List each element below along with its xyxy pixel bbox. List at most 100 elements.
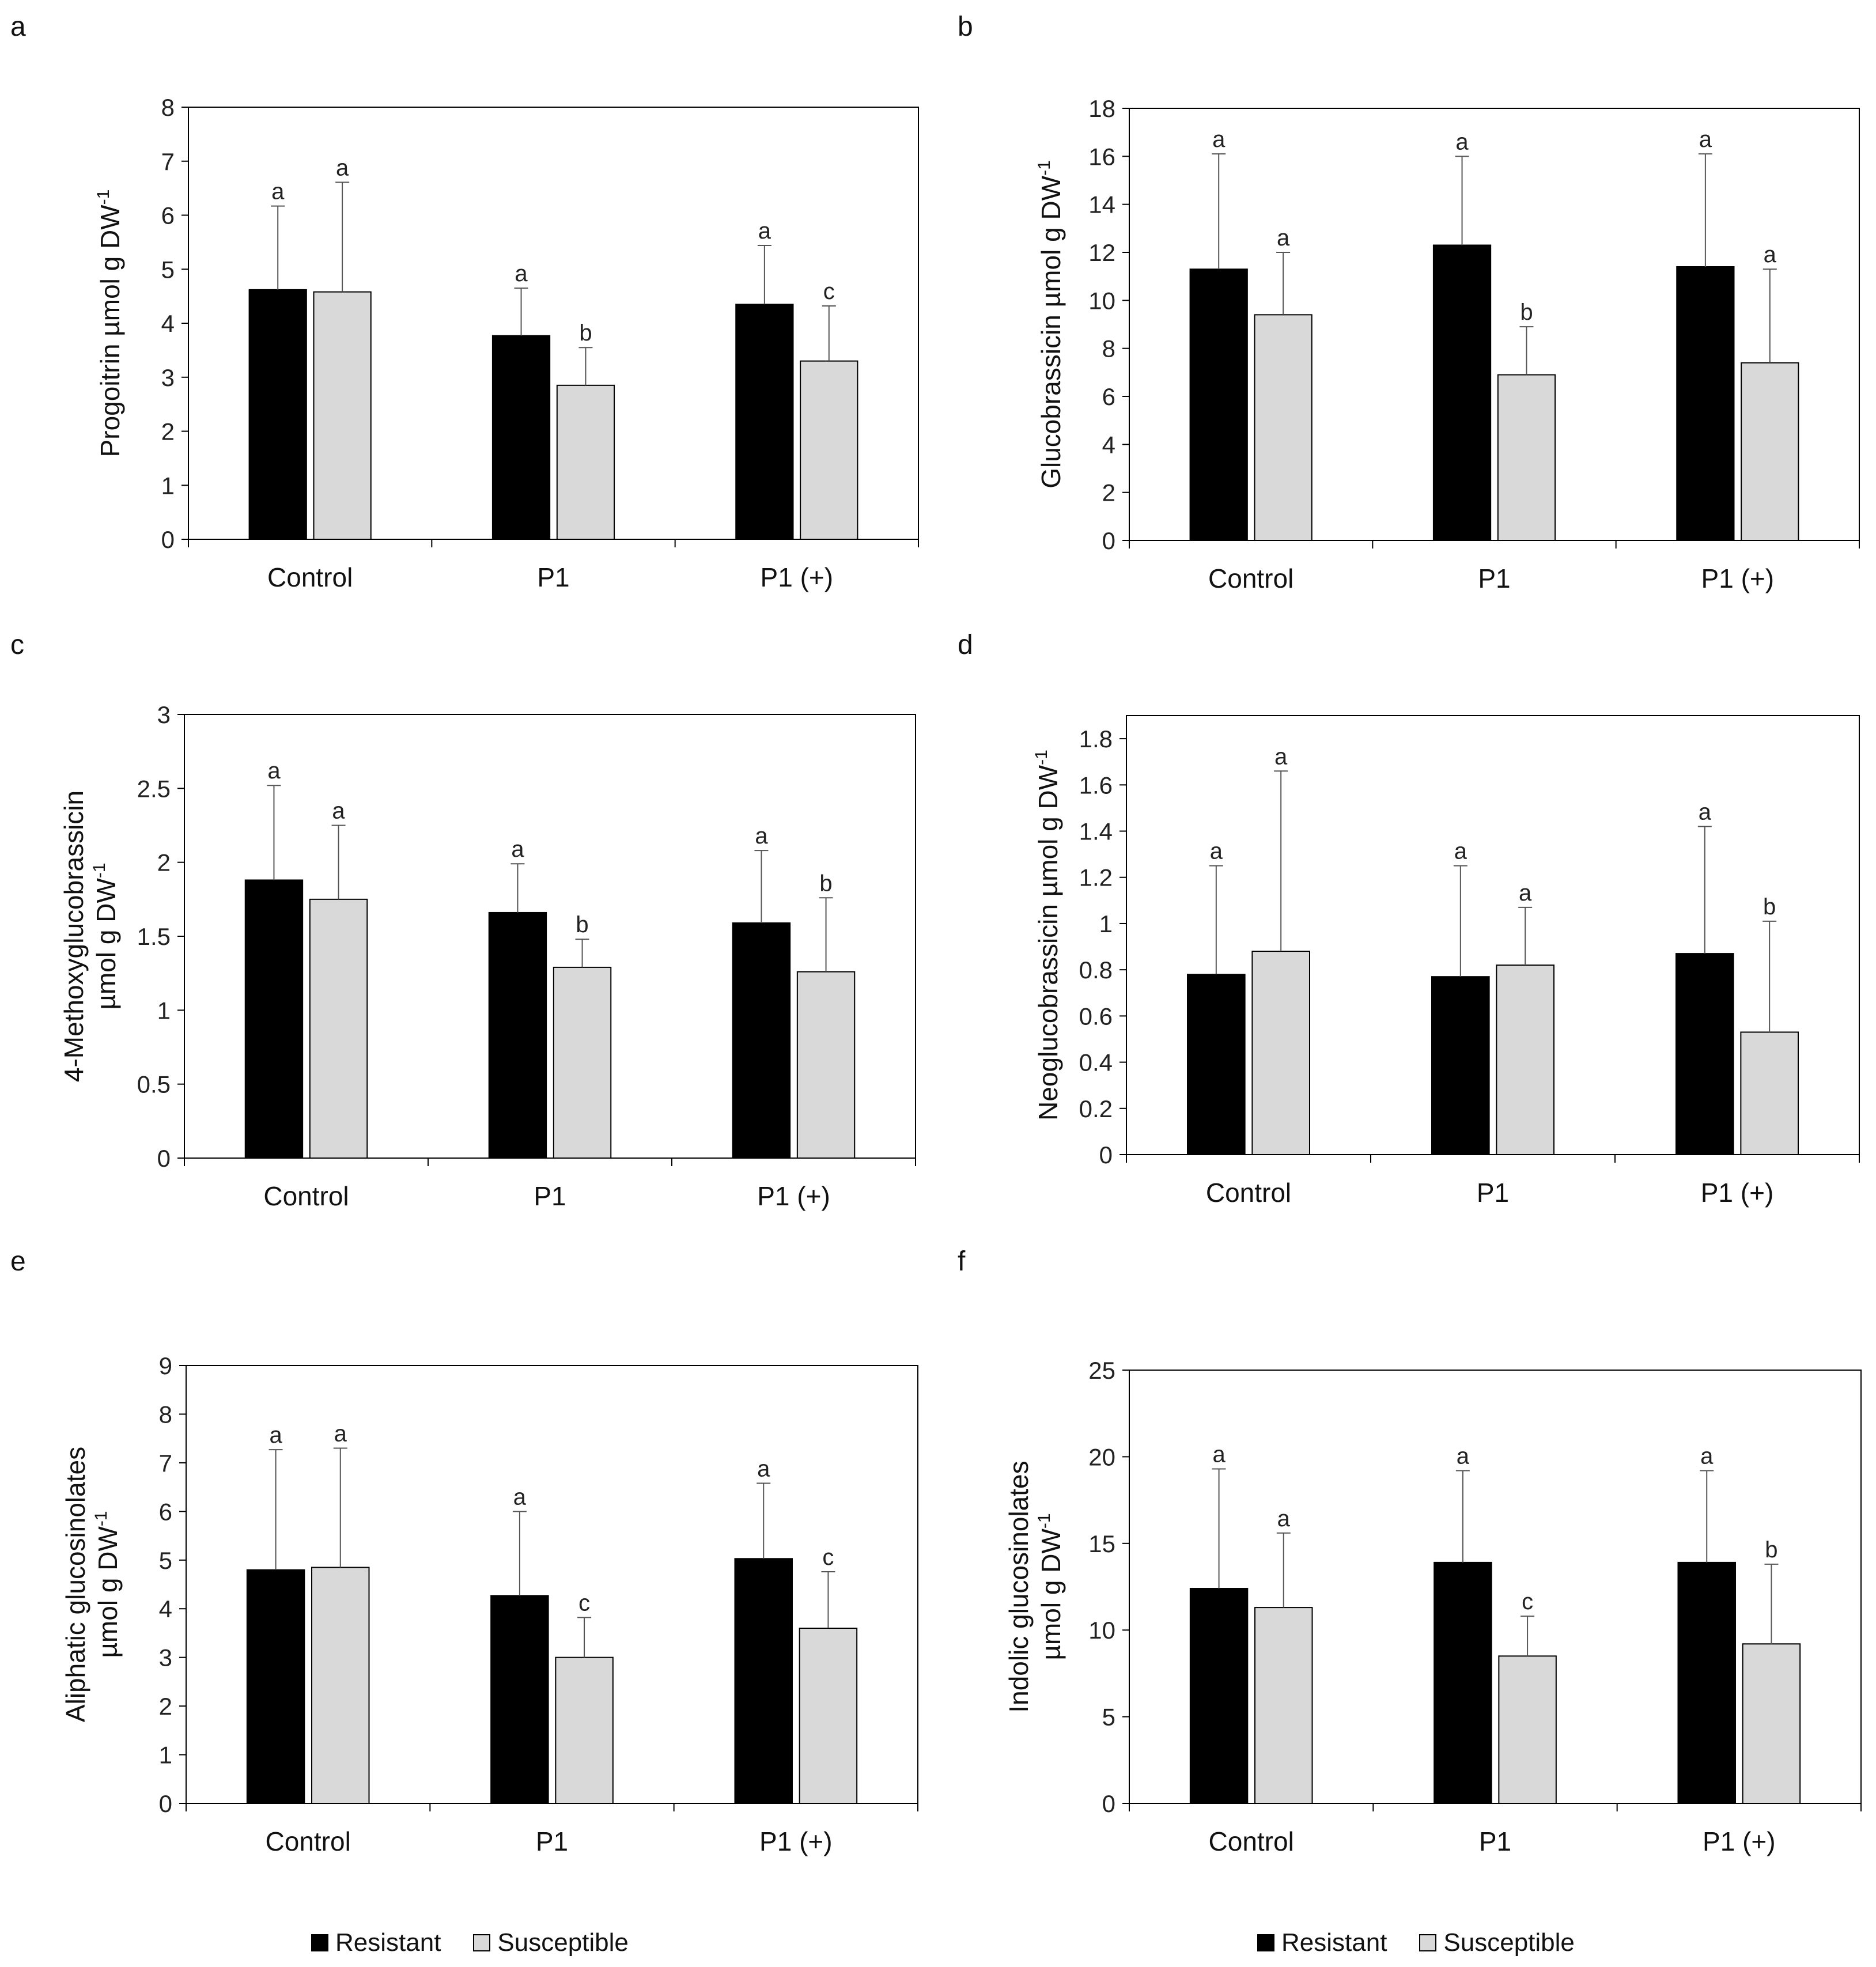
bar-susceptible [796,971,856,1159]
bar-susceptible [1741,362,1799,542]
panel-label: e [10,1246,26,1277]
y-tick-label: 0 [1102,527,1115,554]
bar-susceptible [311,1567,370,1804]
y-tick-label: 4 [1102,431,1115,458]
bar-resistant [1676,266,1735,541]
significance-letter: a [336,155,349,180]
bar-susceptible [555,1656,614,1805]
y-axis-title: µmol g DW-1 [92,1511,123,1658]
panel-label: d [958,630,973,660]
y-tick-label: 3 [157,701,171,728]
y-tick-label: 8 [1102,335,1115,362]
panel-c: c 0 0.5 1 1.5 2 2.5 3 a a Control a b P1 a b P1 (+) 4-Met… [10,630,916,1211]
y-tick-label: 1 [157,997,171,1024]
bar-resistant [491,335,551,540]
y-tick-label: 1.8 [1079,725,1113,752]
significance-letter: a [334,1421,347,1447]
bar-susceptible [1254,1607,1313,1804]
y-tick-label: 1 [161,472,175,499]
bar-resistant [490,1595,549,1804]
panel-f: f 0 5 10 15 20 25 a a Control a c P1 a b P1 (+) Indolic … [958,1246,1862,1856]
bar-susceptible [1498,1655,1557,1805]
bar-susceptible [313,291,372,540]
x-category-label: Control [263,1181,349,1211]
x-category-label: P1 (+) [761,562,834,592]
x-category-label: P1 (+) [1701,563,1775,593]
x-category-label: P1 (+) [759,1826,833,1856]
significance-letter: a [513,1484,527,1510]
significance-letter: a [267,758,281,784]
bar-resistant [244,879,304,1159]
y-axis-title: Indolic glucosinolates [1004,1461,1034,1712]
significance-letter: a [1212,1442,1226,1467]
bar-susceptible [800,360,858,540]
panel-label: c [10,630,24,660]
significance-letter: a [758,218,771,244]
bar-susceptible [1496,964,1555,1155]
legend-label-susceptible: Susceptible [1443,1928,1575,1957]
panel-label: a [10,12,26,42]
y-tick-label: 2 [1102,479,1115,506]
bar-resistant [734,1558,793,1804]
significance-letter: b [1763,894,1776,920]
bar-resistant [1434,1561,1492,1804]
y-tick-label: 18 [1088,95,1115,122]
significance-letter: a [1455,129,1469,154]
bar-susceptible [1254,314,1313,541]
y-tick-label: 0.8 [1079,956,1113,984]
bar-susceptible [553,966,612,1159]
significance-letter: b [1765,1537,1777,1563]
y-tick-label: 6 [1102,383,1115,410]
y-tick-label: 2.5 [137,775,171,802]
y-tick-label: 4 [161,310,175,337]
y-tick-label: 0 [157,1145,171,1172]
panel-d: d 0 0.2 0.4 0.6 0.8 1 1.2 1.4 1.6 1.8 a a Control a a P1… [958,630,1860,1208]
significance-letter: b [579,320,592,346]
bar-susceptible [1251,951,1311,1156]
plot-frame [1126,715,1860,1155]
significance-letter: c [1522,1589,1533,1614]
y-tick-label: 1.5 [137,923,171,950]
y-tick-label: 0 [159,1790,172,1817]
bar-resistant [1431,976,1490,1155]
legend-swatch-resistant [311,1934,328,1951]
panel-b: b 0 2 4 6 8 10 12 14 16 18 a a Control a b P1 a a P1 (+) Glu… [958,12,1860,593]
panel-a: a 0 1 2 3 4 5 6 7 8 a a Control a b P1 a c P1 (+) Progoitri… [10,12,919,592]
bar-resistant [1675,953,1734,1156]
significance-letter: a [332,799,345,824]
x-category-label: P1 (+) [1701,1178,1774,1208]
bar-susceptible [1742,1643,1801,1804]
bar-resistant [1187,974,1246,1155]
significance-letter: a [1212,127,1226,152]
significance-letter: a [755,823,768,849]
y-tick-label: 7 [161,148,175,175]
significance-letter: a [1277,225,1290,251]
y-tick-label: 1.2 [1079,864,1113,891]
plot-frame [1129,1370,1862,1804]
y-tick-label: 6 [159,1498,172,1525]
x-category-label: P1 (+) [1703,1826,1776,1856]
y-tick-label: 0 [1102,1790,1115,1817]
significance-letter: b [819,871,832,896]
significance-letter: a [757,1456,770,1481]
y-tick-label: 20 [1088,1443,1115,1470]
legend-left: Resistant Susceptible [311,1928,629,1957]
x-category-label: Control [1208,563,1293,593]
y-tick-label: 2 [157,849,171,876]
y-tick-label: 9 [159,1352,172,1379]
y-axis-title: Aliphatic glucosinolates [60,1447,90,1722]
x-category-label: Control [1206,1178,1291,1208]
y-axis-title: µmol g DW-1 [90,863,121,1009]
significance-letter: a [1699,127,1712,152]
legend-label-susceptible: Susceptible [497,1928,629,1957]
x-category-label: P1 [1479,1826,1511,1856]
y-tick-label: 1 [159,1742,172,1769]
y-tick-label: 8 [161,94,175,121]
y-tick-label: 12 [1088,239,1115,266]
legend-label-resistant: Resistant [335,1928,441,1957]
y-tick-label: 0.2 [1079,1095,1113,1122]
significance-letter: c [823,279,835,304]
bar-resistant [735,304,794,540]
bar-resistant [1677,1561,1736,1804]
y-tick-label: 2 [159,1693,172,1720]
